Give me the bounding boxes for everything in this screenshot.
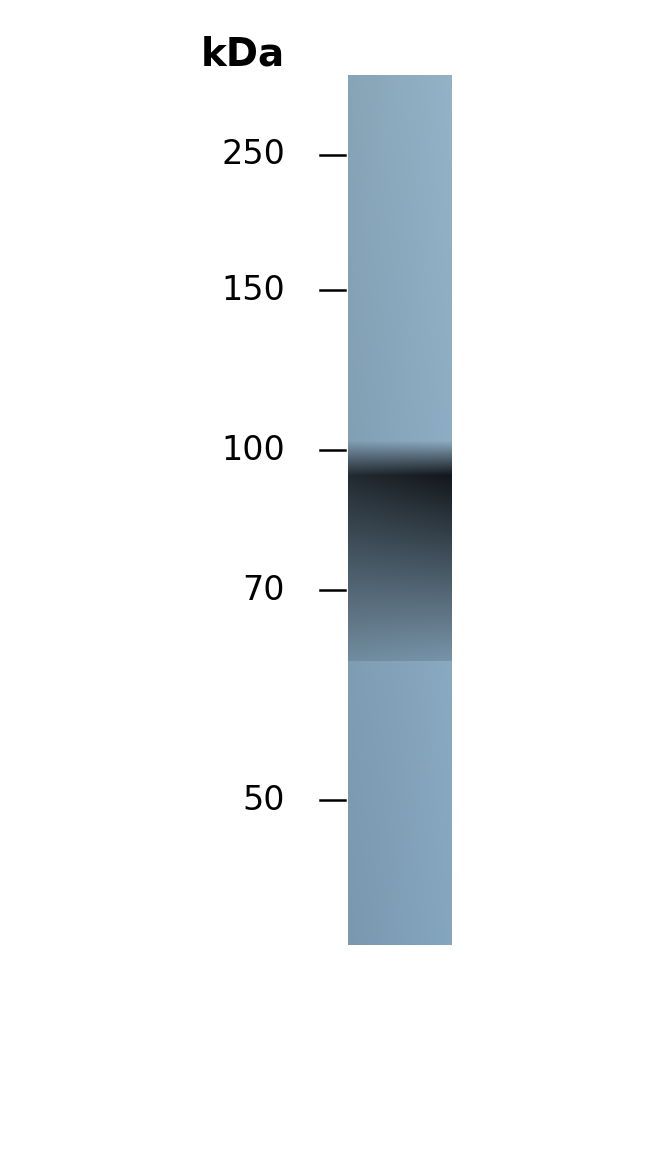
Text: 150: 150 bbox=[221, 274, 285, 306]
Text: kDa: kDa bbox=[201, 36, 285, 74]
Text: 70: 70 bbox=[242, 573, 285, 607]
Text: 100: 100 bbox=[221, 434, 285, 467]
Text: 50: 50 bbox=[242, 784, 285, 816]
Text: 250: 250 bbox=[221, 139, 285, 171]
